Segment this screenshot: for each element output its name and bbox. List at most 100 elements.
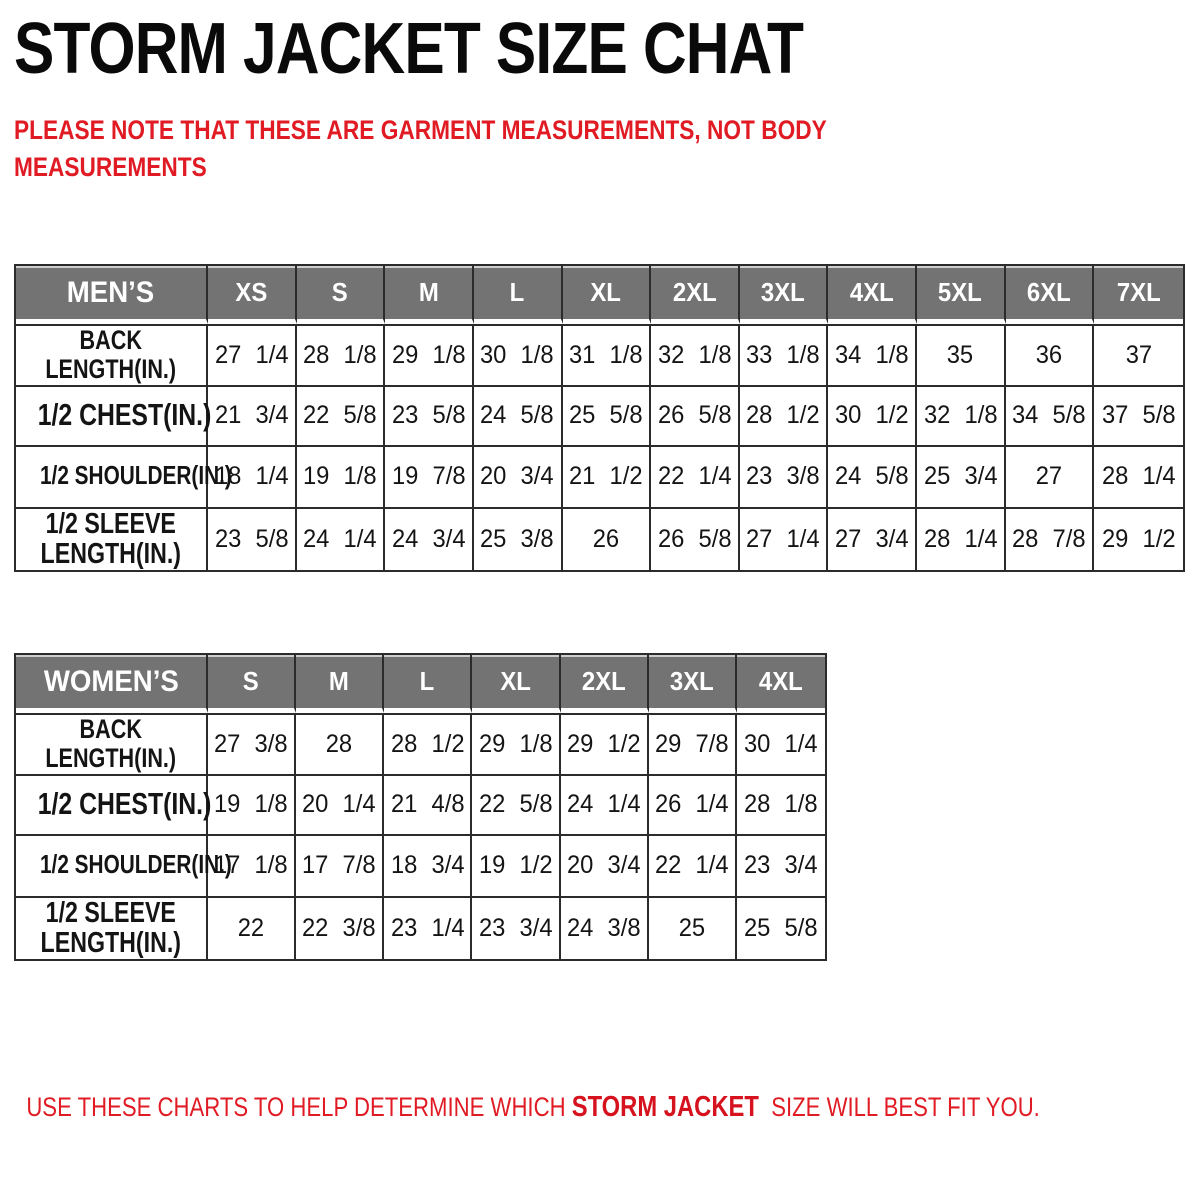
mens-measurement-value: 29 1/2 (1101, 524, 1176, 553)
mens-size-column-header: 7XL (1094, 266, 1183, 324)
mens-measurement-cell: 22 5/8 (296, 386, 386, 447)
mens-measurement-value: 18 1/4 (214, 462, 289, 491)
womens-measurement-cell: 22 5/8 (472, 775, 561, 836)
mens-measurement-value: 30 1/2 (834, 401, 909, 430)
womens-measurement-cell: 17 1/8 (208, 835, 297, 898)
mens-size-column-label: M (418, 277, 439, 307)
mens-measurement-value: 20 3/4 (480, 462, 554, 491)
mens-measurement-cell: 33 1/8 (739, 324, 829, 387)
womens-table-row: 1/2 SLEEVE LENGTH(IN.) 22 22 3/8 23 1/4 23 3/… (16, 897, 825, 960)
mens-measurement-cell: 27 1/4 (208, 324, 297, 387)
womens-size-column-header: 4XL (736, 655, 825, 713)
mens-measurement-value: 25 3/8 (480, 524, 554, 553)
womens-measurement-value: 25 (678, 913, 705, 942)
womens-table-row: 1/2 SHOULDER(IN.) 17 1/8 17 7/8 18 3/4 19 1/… (16, 835, 825, 898)
mens-measurement-cell: 25 3/8 (473, 508, 563, 571)
womens-row-label: 1/2 CHEST(IN.) (37, 786, 212, 822)
mens-measurement-cell: 34 5/8 (1005, 386, 1095, 447)
womens-measurement-value: 17 7/8 (302, 851, 377, 880)
mens-measurement-value: 27 1/4 (214, 340, 289, 369)
mens-row-label: 1/2 CHEST(IN.) (37, 397, 212, 433)
mens-measurement-cell: 32 1/8 (651, 324, 740, 387)
mens-measurement-value: 25 3/4 (923, 462, 998, 491)
mens-measurement-cell: 35 (917, 324, 1006, 387)
mens-measurement-cell: 23 3/8 (739, 446, 829, 509)
mens-measurement-cell: 19 1/8 (296, 446, 386, 509)
garment-measurement-note: PLEASE NOTE THAT THESE ARE GARMENT MEASU… (14, 112, 827, 186)
womens-size-column-header: L (384, 655, 473, 713)
mens-measurement-value: 24 5/8 (480, 401, 554, 430)
womens-measurement-cell: 28 1/2 (384, 713, 473, 776)
mens-measurement-value: 19 7/8 (391, 462, 466, 491)
womens-measurement-value: 20 3/4 (566, 851, 641, 880)
womens-row-label: BACK LENGTH(IN.) (45, 714, 177, 773)
mens-measurement-value: 27 3/4 (834, 524, 909, 553)
womens-table-title-label: WOMEN’S (43, 664, 179, 698)
mens-size-column-header: 3XL (739, 266, 829, 324)
mens-measurement-cell: 27 1/4 (739, 508, 829, 571)
mens-measurement-value: 34 5/8 (1012, 401, 1086, 430)
mens-table-row: 1/2 SLEEVE LENGTH(IN.) 23 5/8 24 1/4 24 3/4 2… (16, 507, 1183, 571)
womens-measurement-value: 23 3/4 (744, 851, 818, 880)
mens-size-column-header: XS (208, 266, 297, 324)
mens-measurement-cell: 25 5/8 (562, 386, 652, 447)
mens-measurement-cell: 23 5/8 (208, 508, 297, 571)
mens-size-column-label: 4XL (849, 277, 894, 307)
mens-measurement-cell: 28 1/4 (917, 508, 1006, 571)
womens-table-row: BACK LENGTH(IN.) 27 3/8 28 28 1/2 29 1/8 29 1/… (16, 713, 825, 776)
mens-measurement-value: 23 3/8 (746, 462, 820, 491)
womens-measurement-value: 23 3/4 (478, 913, 553, 942)
womens-row-label-cell: BACK LENGTH(IN.) (16, 713, 208, 776)
mens-size-column-label: 6XL (1027, 277, 1071, 307)
mens-measurement-cell: 37 5/8 (1094, 386, 1183, 447)
mens-measurement-cell: 21 1/2 (562, 446, 652, 509)
womens-measurement-cell: 17 7/8 (296, 835, 385, 898)
mens-measurement-cell: 36 (1005, 324, 1095, 387)
womens-size-column-label: 3XL (669, 666, 714, 696)
womens-size-column-header: M (296, 655, 385, 713)
mens-table-title-label: MEN’S (67, 275, 155, 309)
mens-measurement-value: 37 5/8 (1101, 401, 1176, 430)
mens-measurement-value: 28 7/8 (1012, 524, 1086, 553)
mens-size-column-label: XS (235, 277, 268, 307)
mens-measurement-cell: 28 7/8 (1005, 508, 1095, 571)
mens-row-label-cell: 1/2 SLEEVE LENGTH(IN.) (16, 507, 208, 571)
mens-size-column-header: 4XL (828, 266, 917, 324)
mens-table-title: MEN’S (16, 266, 208, 324)
footer-prefix: USE THESE CHARTS TO HELP DETERMINE WHICH (26, 1092, 572, 1122)
womens-table-row: 1/2 CHEST(IN.) 19 1/8 20 1/4 21 4/8 22 5/8 24… (16, 775, 825, 836)
womens-measurement-cell: 30 1/4 (736, 713, 825, 776)
mens-row-label-cell: BACK LENGTH(IN.) (16, 324, 208, 387)
mens-measurement-value: 29 1/8 (391, 340, 466, 369)
womens-measurement-cell: 28 1/8 (736, 775, 825, 836)
womens-header-row: WOMEN’S S M L XL 2XL 3XL 4XL (16, 655, 825, 713)
womens-measurement-cell: 25 5/8 (736, 897, 825, 960)
mens-measurement-value: 27 (1035, 462, 1063, 491)
womens-measurement-value: 29 1/2 (566, 729, 641, 758)
mens-size-column-label: 5XL (938, 277, 983, 307)
mens-measurement-value: 28 1/4 (1101, 462, 1176, 491)
mens-size-column-header: L (473, 266, 563, 324)
mens-row-label: BACK LENGTH(IN.) (45, 325, 177, 384)
womens-size-column-label: L (420, 666, 435, 696)
womens-measurement-value: 24 3/8 (566, 913, 641, 942)
footer-suffix: SIZE WILL BEST FIT YOU. (758, 1092, 1040, 1122)
womens-measurement-cell: 23 3/4 (736, 835, 825, 898)
mens-size-column-label: L (509, 277, 525, 307)
mens-table-row: 1/2 CHEST(IN.) 21 3/4 22 5/8 23 5/8 24 5/8 25… (16, 386, 1183, 447)
mens-measurement-value: 19 1/8 (303, 462, 377, 491)
mens-measurement-cell: 30 1/2 (828, 386, 917, 447)
mens-size-column-header: S (296, 266, 386, 324)
mens-size-column-label: 3XL (761, 277, 805, 307)
mens-measurement-cell: 29 1/8 (385, 324, 474, 387)
mens-row-label: 1/2 SLEEVE LENGTH(IN.) (40, 507, 182, 571)
mens-measurement-value: 32 1/8 (923, 401, 998, 430)
womens-measurement-cell: 19 1/8 (208, 775, 297, 836)
mens-size-column-header: M (385, 266, 474, 324)
womens-measurement-value: 18 3/4 (390, 851, 465, 880)
mens-measurement-cell: 20 3/4 (473, 446, 563, 509)
mens-measurement-cell: 21 3/4 (208, 386, 297, 447)
mens-measurement-value: 22 1/4 (657, 462, 732, 491)
womens-measurement-cell: 24 3/8 (560, 897, 649, 960)
womens-size-column-label: 4XL (758, 666, 803, 696)
